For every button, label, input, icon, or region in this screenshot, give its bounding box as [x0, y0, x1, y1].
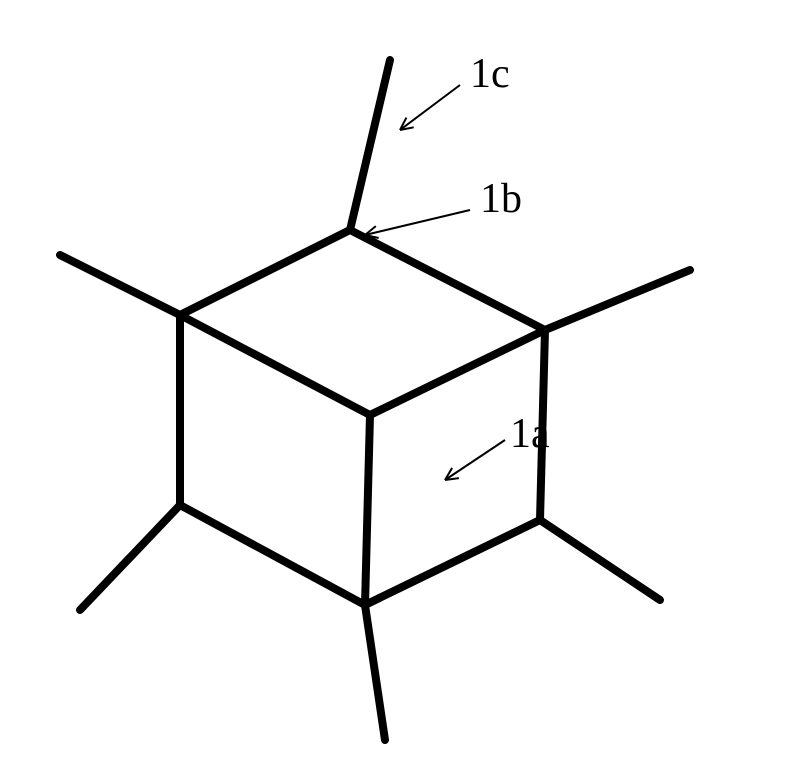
label-1c: 1c	[470, 50, 510, 98]
label-1b: 1b	[480, 175, 522, 223]
diagram-svg	[0, 0, 803, 775]
label-1a: 1a	[510, 410, 550, 458]
